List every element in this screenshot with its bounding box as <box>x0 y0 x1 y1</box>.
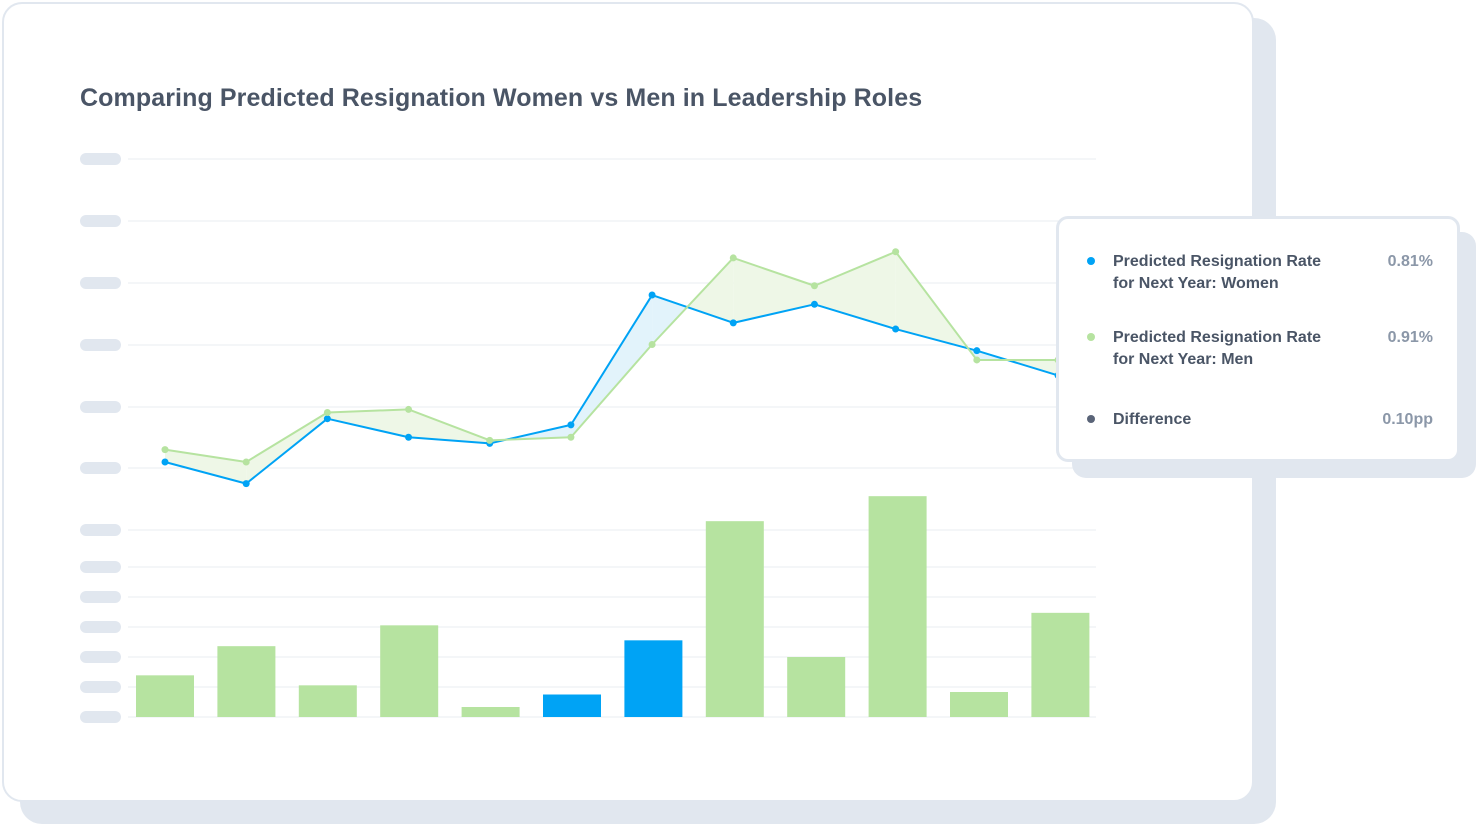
difference-bar <box>543 694 601 717</box>
tooltip-row-difference: Difference 0.10pp <box>1087 409 1433 431</box>
y-tick-placeholder <box>80 651 121 663</box>
women-data-point <box>567 421 575 429</box>
y-tick-placeholder <box>80 681 121 693</box>
y-tick-placeholder <box>80 215 121 227</box>
difference-bar <box>217 646 276 717</box>
tooltip: Predicted Resignation Rate for Next Year… <box>1056 216 1460 462</box>
difference-bar <box>705 521 764 717</box>
men-data-point <box>810 282 818 290</box>
difference-bars <box>136 496 1090 717</box>
tooltip-row-men: Predicted Resignation Rate for Next Year… <box>1087 327 1433 371</box>
tooltip-row-women: Predicted Resignation Rate for Next Year… <box>1087 251 1433 295</box>
difference-bar <box>950 692 1008 717</box>
men-data-point <box>323 409 331 417</box>
women-data-point <box>810 300 818 308</box>
difference-bar <box>624 640 683 717</box>
difference-legend-dot <box>1087 415 1095 423</box>
grid-lines <box>128 158 1096 718</box>
series-points <box>161 248 1062 488</box>
tooltip-label-men-line1: Predicted Resignation Rate <box>1113 329 1322 346</box>
tooltip-value-women: 0.81% <box>1387 253 1433 270</box>
men-data-point <box>405 405 413 413</box>
difference-bar <box>868 496 927 717</box>
men-data-point <box>973 356 981 364</box>
difference-bar <box>298 685 357 717</box>
men-series-line <box>164 250 1058 463</box>
men-data-point <box>567 433 575 441</box>
difference-area <box>327 409 409 438</box>
y-tick-placeholder <box>80 591 121 603</box>
women-data-point <box>242 480 250 488</box>
tooltip-label-women-line1: Predicted Resignation Rate <box>1113 253 1322 270</box>
difference-bar <box>787 657 846 717</box>
y-tick-placeholder <box>80 462 121 474</box>
women-data-point <box>323 415 331 423</box>
men-legend-dot <box>1087 333 1095 341</box>
y-tick-placeholder <box>80 339 121 351</box>
difference-area <box>733 257 815 323</box>
chart-title: Comparing Predicted Resignation Women vs… <box>80 84 923 112</box>
men-data-point <box>242 458 250 466</box>
women-series-line <box>164 294 1059 485</box>
women-data-point <box>973 347 981 355</box>
women-legend-dot <box>1087 257 1095 265</box>
women-data-point <box>161 458 169 466</box>
y-tick-placeholder <box>80 561 121 573</box>
tooltip-label-men: Predicted Resignation Rate for Next Year… <box>1113 327 1349 371</box>
difference-area <box>652 295 688 345</box>
difference-bar <box>380 625 439 717</box>
tooltip-label-women-line2: for Next Year: Women <box>1113 275 1279 292</box>
difference-area <box>246 412 328 484</box>
tooltip-value-men: 0.91% <box>1387 329 1433 346</box>
men-data-point <box>486 436 494 444</box>
difference-bar <box>136 675 194 717</box>
y-tick-placeholder <box>80 401 121 413</box>
y-tick-placeholder <box>80 153 121 165</box>
women-data-point <box>729 319 737 327</box>
series-lines <box>164 250 1059 485</box>
difference-area <box>570 295 653 438</box>
men-data-point <box>648 341 656 348</box>
difference-areas <box>165 251 1058 484</box>
men-data-point <box>892 248 900 256</box>
y-tick-placeholder <box>80 277 121 289</box>
y-axis-placeholder-ticks <box>80 153 121 723</box>
difference-area <box>165 449 247 484</box>
men-data-point <box>729 254 737 262</box>
women-data-point <box>648 291 656 299</box>
tooltip-label-women: Predicted Resignation Rate for Next Year… <box>1113 251 1349 295</box>
women-data-point <box>892 325 900 333</box>
y-tick-placeholder <box>80 621 121 633</box>
tooltip-label-difference: Difference <box>1113 411 1192 428</box>
difference-bar <box>461 707 520 717</box>
difference-area <box>687 257 734 323</box>
y-tick-placeholder <box>80 524 121 536</box>
women-data-point <box>405 433 413 441</box>
y-tick-placeholder <box>80 711 121 723</box>
men-data-point <box>161 446 169 454</box>
tooltip-value-difference: 0.10pp <box>1382 411 1433 428</box>
tooltip-label-men-line2: for Next Year: Men <box>1113 351 1254 368</box>
difference-bar <box>1031 612 1090 717</box>
